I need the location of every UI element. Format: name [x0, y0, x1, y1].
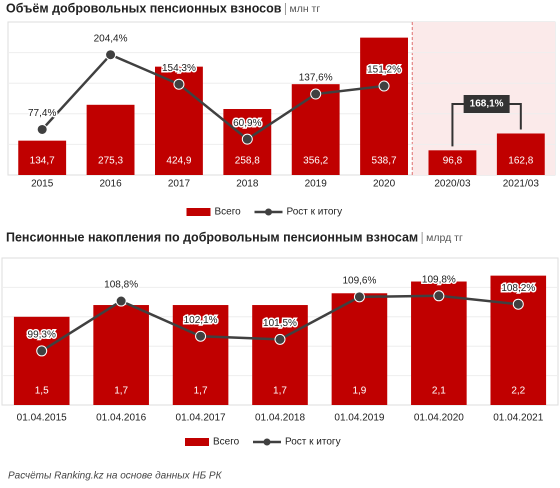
- x-tick-label: 01.04.2018: [255, 413, 305, 424]
- line-value-label: 137,6%: [299, 73, 333, 84]
- unit-label: млн тг: [289, 3, 320, 15]
- bar-value-label: 134,7: [30, 156, 55, 167]
- bar: [172, 305, 229, 405]
- bar-value-label: 96,8: [443, 156, 463, 167]
- line-point: [378, 80, 390, 92]
- x-tick-label: 01.04.2021: [493, 413, 543, 424]
- bar: [252, 305, 308, 405]
- bar-value-label: 356,2: [303, 156, 328, 167]
- x-tick-label: 01.04.2019: [334, 413, 384, 424]
- legend-label: Всего: [213, 437, 240, 448]
- line-value-label: 101,5%: [263, 318, 297, 329]
- bar: [360, 37, 408, 175]
- x-tick-label: 2020/03: [434, 179, 471, 190]
- legend-swatch: [263, 438, 271, 446]
- bar: [13, 316, 70, 405]
- line-point: [173, 78, 185, 90]
- line-point: [310, 88, 322, 100]
- x-tick-label: 2018: [236, 179, 259, 190]
- line-point: [512, 298, 524, 310]
- x-tick-label: 2020: [373, 179, 396, 190]
- chart-title: Пенсионные накопления по добровольным пе…: [6, 230, 418, 244]
- bar-value-label: 275,3: [98, 156, 123, 167]
- line-point: [36, 345, 48, 357]
- bar-value-label: 2,2: [511, 386, 525, 397]
- line-point: [353, 291, 365, 303]
- chart-title: Объём добровольных пенсионных взносов: [6, 1, 282, 15]
- bar: [331, 293, 388, 405]
- bar-value-label: 1,5: [35, 386, 49, 397]
- x-tick-label: 01.04.2015: [17, 413, 67, 424]
- line-value-label: 204,4%: [94, 33, 128, 44]
- bar-value-label: 538,7: [372, 156, 397, 167]
- annotation-box: [463, 95, 510, 113]
- line-value-label: 108,8%: [104, 280, 138, 291]
- bar-value-label: 258,8: [235, 156, 260, 167]
- line-value-label: 102,1%: [184, 315, 218, 326]
- x-tick-label: 2016: [99, 179, 122, 190]
- legend-label: Рост к итогу: [285, 437, 341, 448]
- x-tick-label: 01.04.2016: [96, 413, 146, 424]
- line-value-label: 108,2%: [501, 283, 535, 294]
- legend-swatch: [186, 208, 211, 216]
- bar: [18, 140, 67, 175]
- line-value-label: 109,8%: [422, 274, 456, 285]
- bar-value-label: 424,9: [166, 156, 191, 167]
- unit-label: млрд тг: [426, 232, 463, 244]
- bar-value-label: 1,7: [273, 386, 287, 397]
- x-tick-label: 2017: [168, 179, 191, 190]
- x-tick-label: 01.04.2017: [176, 413, 226, 424]
- footer: Расчёты Ranking.kz на основе данных НБ Р…: [8, 471, 223, 482]
- line-series: [41, 53, 385, 141]
- bar: [496, 133, 545, 175]
- line-value-label: 154,3%: [162, 63, 196, 74]
- bar-value-label: 1,9: [352, 386, 366, 397]
- bar-value-label: 1,7: [194, 386, 208, 397]
- bar-value-label: 162,8: [508, 156, 533, 167]
- bar: [411, 281, 467, 405]
- line-point: [105, 49, 117, 61]
- bar: [86, 104, 135, 175]
- legend-label: Рост к итогу: [287, 207, 343, 218]
- line-point: [433, 290, 445, 302]
- line-point: [115, 295, 127, 307]
- line-point: [195, 330, 207, 342]
- line-value-label: 151,2%: [367, 65, 401, 76]
- line-value-label: 99,3%: [28, 330, 56, 341]
- line-point: [36, 123, 48, 135]
- line-value-label: 77,4%: [28, 108, 56, 119]
- x-tick-label: 2019: [305, 179, 328, 190]
- bar: [428, 150, 477, 175]
- x-tick-label: 2021/03: [503, 179, 540, 190]
- bar: [490, 275, 547, 405]
- legend-swatch: [185, 438, 209, 446]
- bar: [93, 305, 149, 405]
- bar-value-label: 1,7: [114, 386, 128, 397]
- annotation: 168,1%: [470, 99, 504, 110]
- line-point: [274, 333, 286, 345]
- x-tick-label: 01.04.2020: [414, 413, 464, 424]
- line-point: [241, 133, 253, 145]
- legend-swatch: [265, 208, 272, 216]
- x-tick-label: 2015: [31, 179, 54, 190]
- line-value-label: 109,6%: [342, 275, 376, 286]
- bar-value-label: 2,1: [432, 386, 446, 397]
- line-value-label: 60,9%: [233, 118, 261, 129]
- legend-label: Всего: [215, 207, 242, 218]
